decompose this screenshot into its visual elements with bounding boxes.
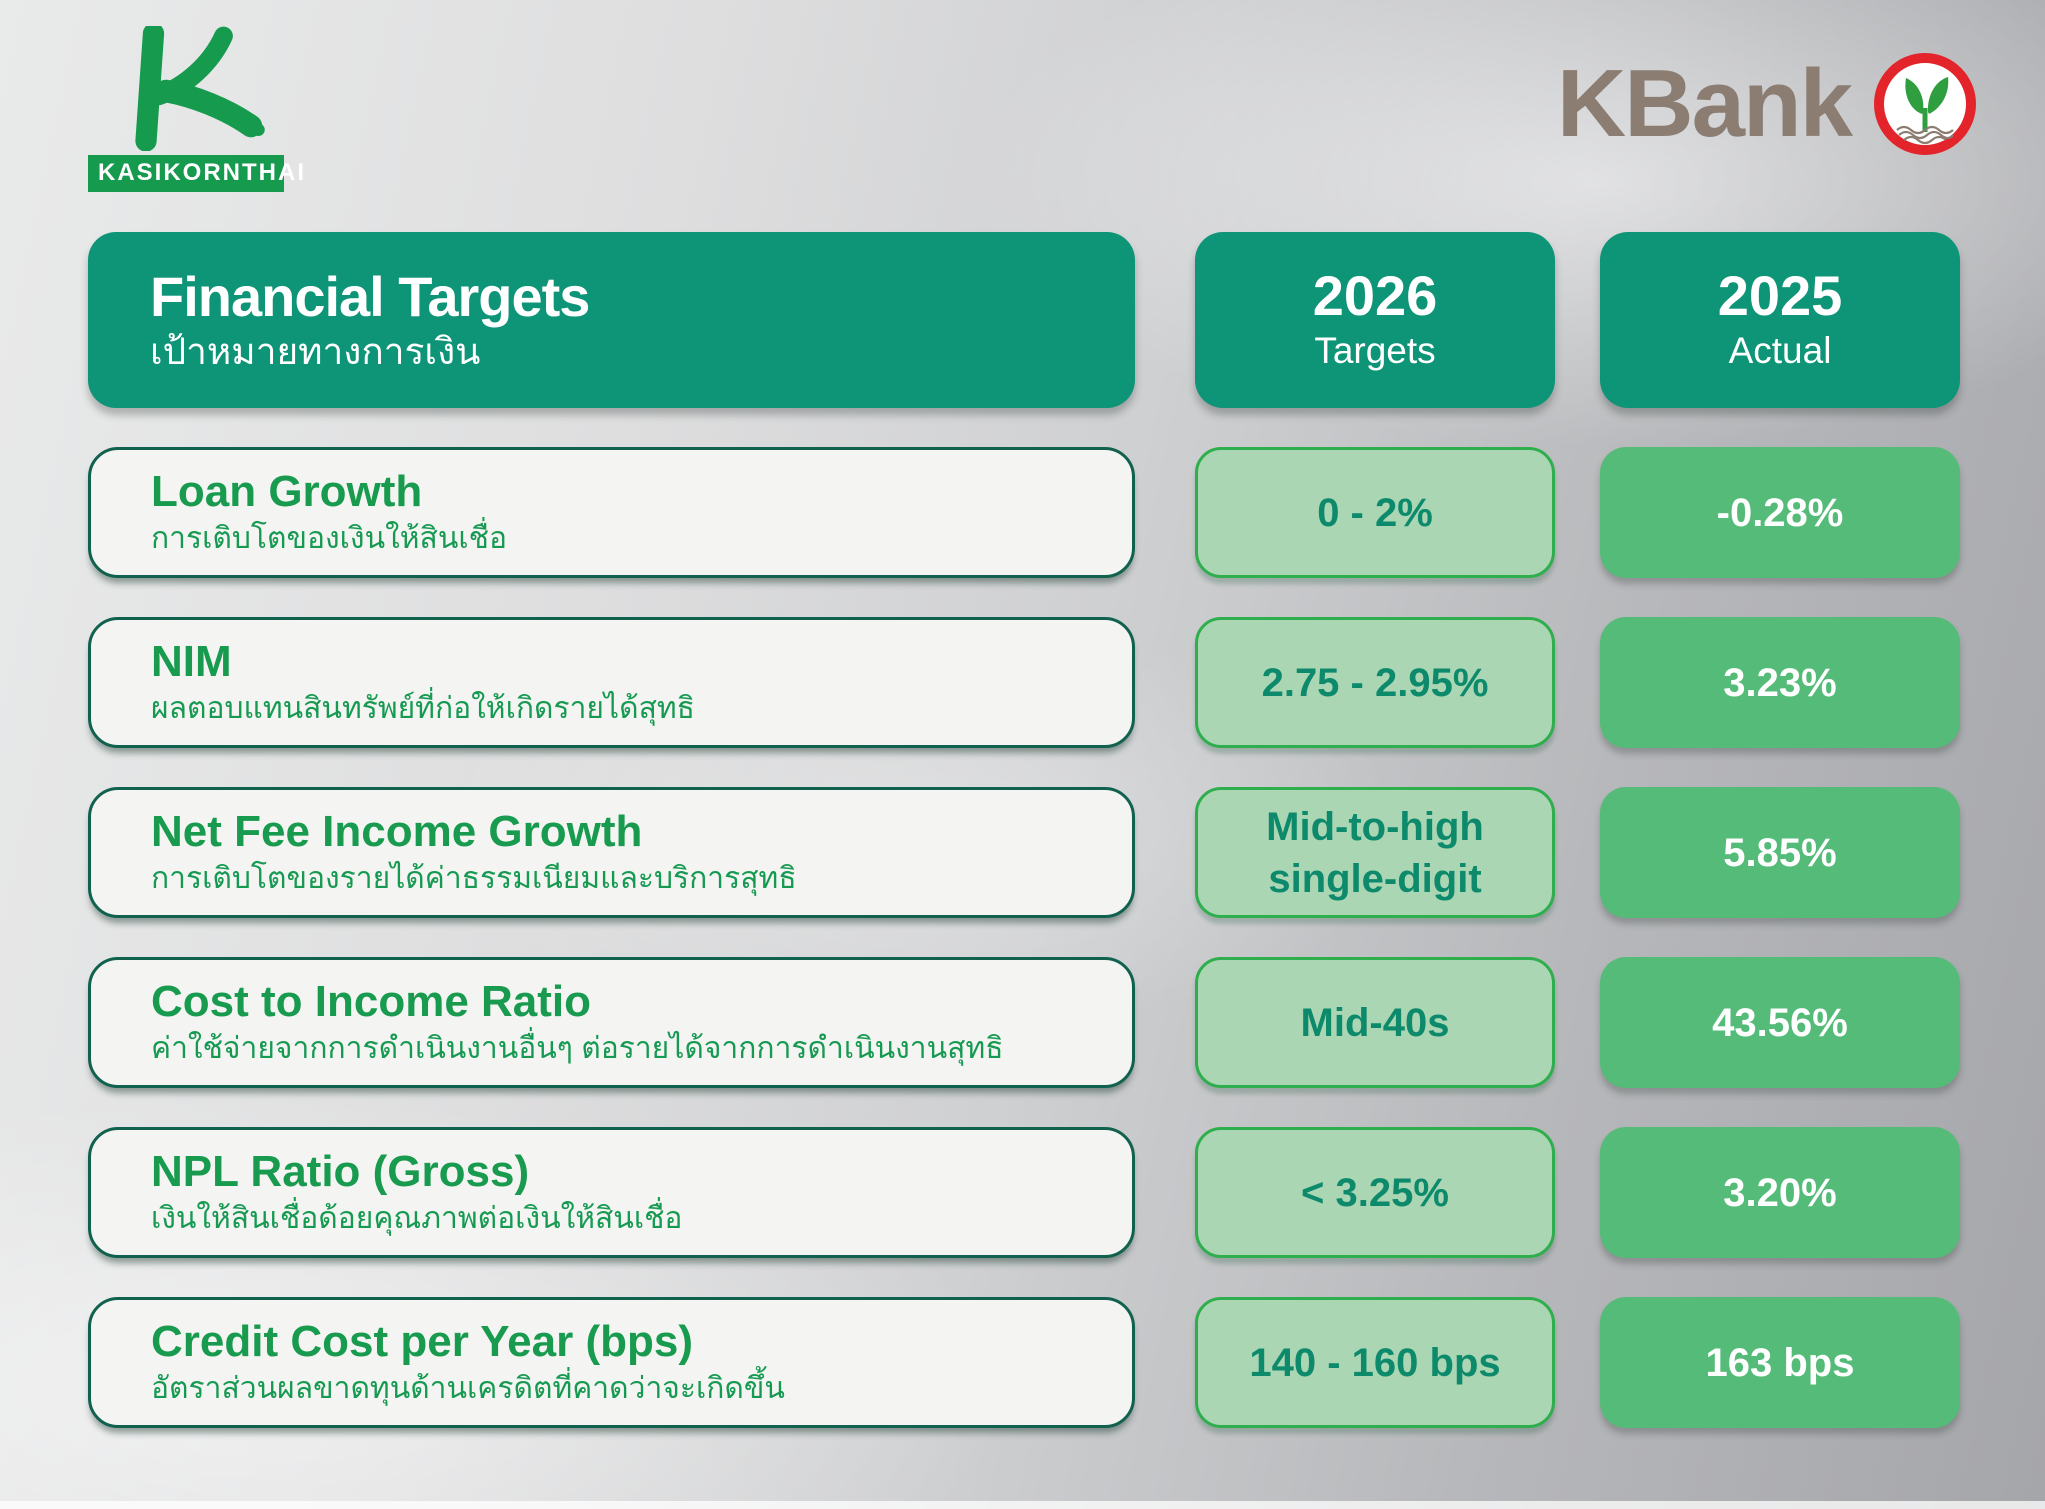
metric-title: Cost to Income Ratio — [151, 977, 592, 1027]
metric-box: NPL Ratio (Gross) เงินให้สินเชื่อด้อยคุณ… — [88, 1127, 1135, 1258]
metric-subtitle-thai: เงินให้สินเชื่อด้อยคุณภาพต่อเงินให้สินเช… — [151, 1201, 683, 1235]
page-title: Financial Targets — [150, 264, 590, 328]
actual-value-cell: 3.23% — [1600, 617, 1960, 748]
table-row-nim: NIM ผลตอบแทนสินทรัพย์ที่ก่อให้เกิดรายได้… — [88, 617, 1960, 748]
table-title-box: Financial Targets เป้าหมายทางการเงิน — [88, 232, 1135, 408]
table-header-row: Financial Targets เป้าหมายทางการเงิน 202… — [88, 232, 1960, 408]
column-label-targets: Targets — [1314, 329, 1436, 371]
table-row-net-fee-income-growth: Net Fee Income Growth การเติบโตของรายได้… — [88, 787, 1960, 918]
metric-box: NIM ผลตอบแทนสินทรัพย์ที่ก่อให้เกิดรายได้… — [88, 617, 1135, 748]
metric-subtitle-thai: การเติบโตของรายได้ค่าธรรมเนียมและบริการส… — [151, 861, 797, 895]
column-year-2025: 2025 — [1717, 264, 1843, 328]
metric-title: Credit Cost per Year (bps) — [151, 1317, 693, 1367]
metric-title: Loan Growth — [151, 467, 423, 517]
metric-subtitle-thai: ผลตอบแทนสินทรัพย์ที่ก่อให้เกิดรายได้สุทธ… — [151, 691, 695, 725]
metric-subtitle-thai: อัตราส่วนผลขาดทุนด้านเครดิตที่คาดว่าจะเก… — [151, 1371, 785, 1405]
financial-targets-table: Financial Targets เป้าหมายทางการเงิน 202… — [88, 232, 1960, 1428]
target-value-cell: Mid-40s — [1195, 957, 1555, 1088]
metric-box: Cost to Income Ratio ค่าใช้จ่ายจากการดำเ… — [88, 957, 1135, 1088]
metric-title: Net Fee Income Growth — [151, 807, 643, 857]
metric-title: NIM — [151, 637, 232, 687]
page-title-thai: เป้าหมายทางการเงิน — [150, 331, 481, 373]
target-value-cell: 2.75 - 2.95% — [1195, 617, 1555, 748]
actual-value-cell: 3.20% — [1600, 1127, 1960, 1258]
kbank-sprout-icon — [1874, 53, 1976, 155]
column-year-2026: 2026 — [1312, 264, 1438, 328]
metric-box: Net Fee Income Growth การเติบโตของรายได้… — [88, 787, 1135, 918]
kbank-wordmark-bank: Bank — [1624, 50, 1853, 157]
kbank-wordmark: KBank — [1557, 56, 1853, 152]
target-value-cell: < 3.25% — [1195, 1127, 1555, 1258]
column-header-2025: 2025 Actual — [1600, 232, 1960, 408]
target-value-cell: Mid-to-high single-digit — [1195, 787, 1555, 918]
column-header-2026: 2026 Targets — [1195, 232, 1555, 408]
table-row-loan-growth: Loan Growth การเติบโตของเงินให้สินเชื่อ … — [88, 447, 1960, 578]
column-label-actual: Actual — [1728, 329, 1832, 371]
kasikornthai-logo: KASIKORNTHAI — [88, 26, 304, 192]
kasikornthai-k-icon — [135, 26, 265, 151]
target-value-cell: 0 - 2% — [1195, 447, 1555, 578]
metric-subtitle-thai: การเติบโตของเงินให้สินเชื่อ — [151, 521, 507, 555]
table-row-cost-to-income: Cost to Income Ratio ค่าใช้จ่ายจากการดำเ… — [88, 957, 1960, 1088]
actual-value-cell: 43.56% — [1600, 957, 1960, 1088]
target-value-cell: 140 - 160 bps — [1195, 1297, 1555, 1428]
kbank-logo: KBank — [1557, 52, 1977, 156]
metric-box: Loan Growth การเติบโตของเงินให้สินเชื่อ — [88, 447, 1135, 578]
kbank-wordmark-k: K — [1556, 50, 1626, 157]
metric-subtitle-thai: ค่าใช้จ่ายจากการดำเนินงานอื่นๆ ต่อรายได้… — [151, 1031, 1004, 1065]
metric-box: Credit Cost per Year (bps) อัตราส่วนผลขา… — [88, 1297, 1135, 1428]
table-row-npl-ratio: NPL Ratio (Gross) เงินให้สินเชื่อด้อยคุณ… — [88, 1127, 1960, 1258]
actual-value-cell: 5.85% — [1600, 787, 1960, 918]
kasikornthai-wordmark: KASIKORNTHAI — [88, 155, 304, 192]
actual-value-cell: -0.28% — [1600, 447, 1960, 578]
metric-title: NPL Ratio (Gross) — [151, 1147, 530, 1197]
table-row-credit-cost: Credit Cost per Year (bps) อัตราส่วนผลขา… — [88, 1297, 1960, 1428]
actual-value-cell: 163 bps — [1600, 1297, 1960, 1428]
